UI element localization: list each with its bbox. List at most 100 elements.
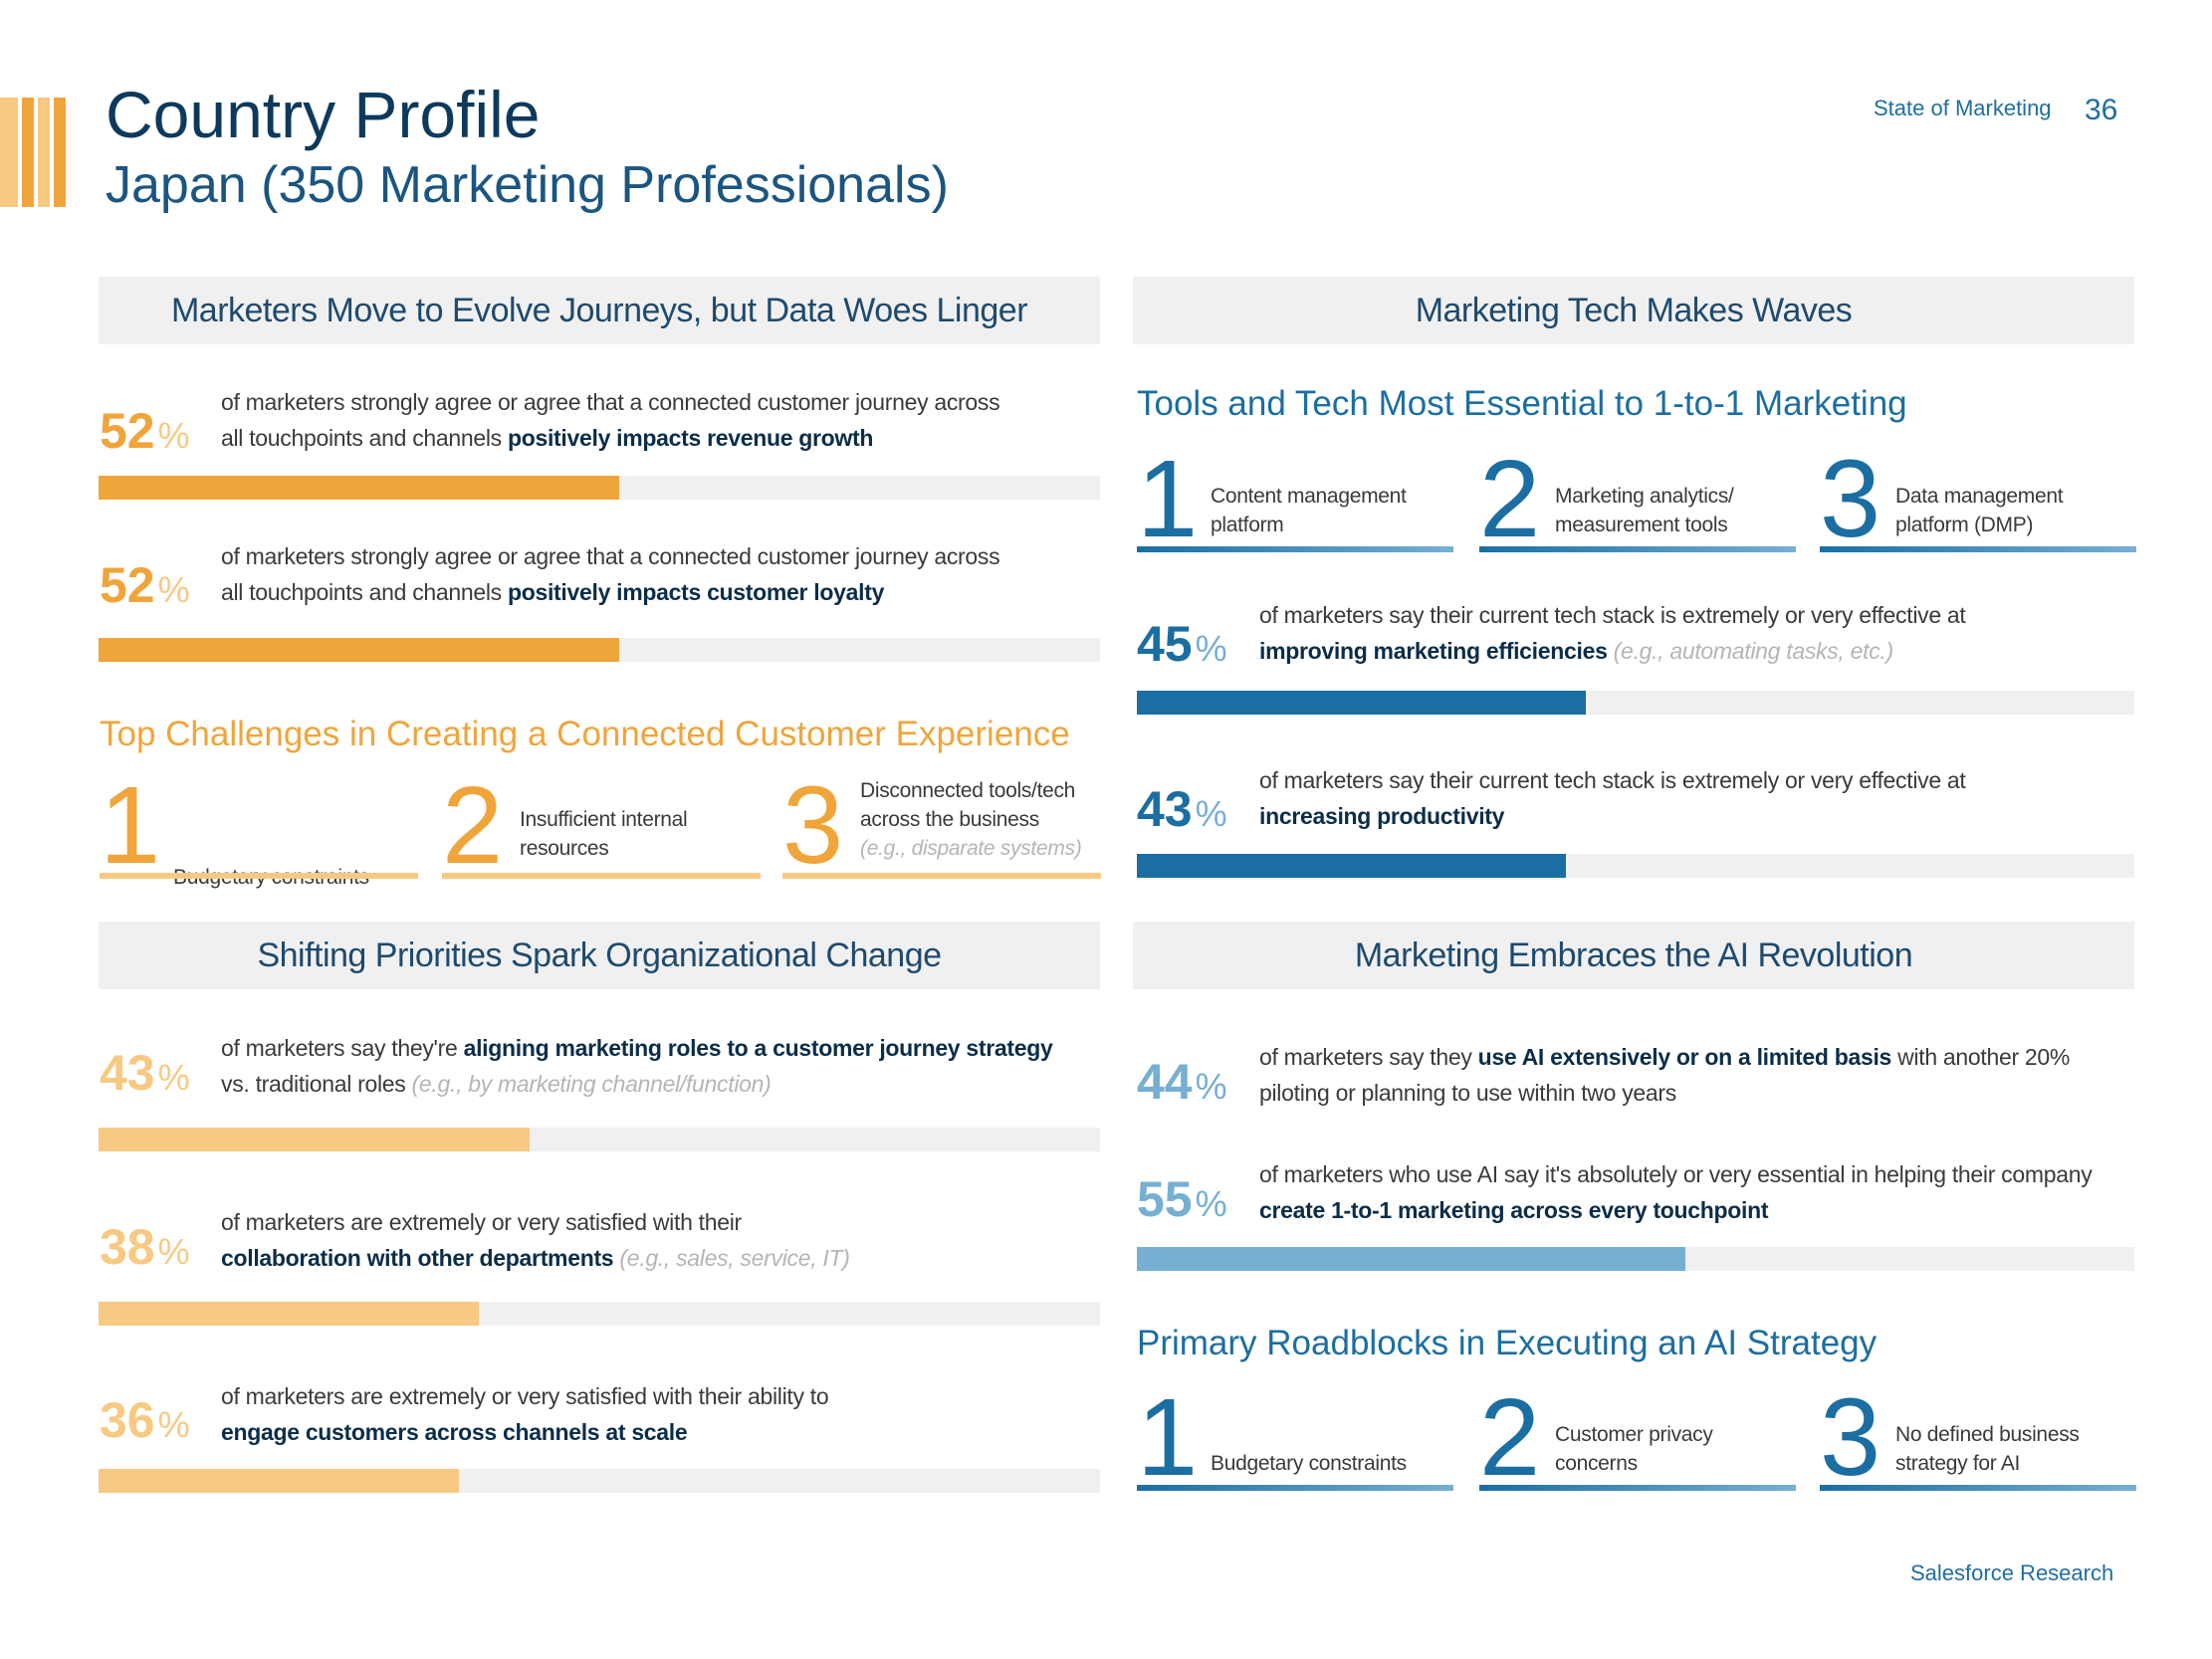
rank-number: 2	[1479, 1376, 1541, 1499]
stat-percent: 45%	[1137, 616, 1227, 672]
stat-line: engage customers across channels at scal…	[221, 1414, 828, 1450]
stat-plain: all touchpoints and channels	[221, 425, 508, 451]
stat-emphasis: increasing productivity	[1259, 803, 1505, 829]
stat-line: of marketers say their current tech stac…	[1259, 602, 1966, 628]
rank-number: 3	[782, 764, 844, 887]
stat-note: (e.g., automating tasks, etc.)	[1613, 638, 1893, 664]
progress-track	[99, 1469, 1100, 1493]
stat-text: of marketers are extremely or very satis…	[221, 1204, 850, 1276]
stat-percent: 43%	[100, 1045, 190, 1101]
section-band-journeys: Marketers Move to Evolve Journeys, but D…	[99, 277, 1100, 344]
tool-item: 1 Content management platform	[1137, 445, 1453, 556]
stat-value: 38	[100, 1219, 155, 1275]
page-title: Country Profile	[106, 78, 541, 151]
stat-emphasis: improving marketing efficiencies	[1259, 638, 1608, 664]
rank-line-2: platform	[1211, 514, 1284, 536]
tool-item: 2 Marketing analytics/ measurement tools	[1479, 445, 1796, 556]
header-stripe-3	[38, 98, 50, 207]
progress-fill	[99, 476, 620, 500]
rank-label: Marketing analytics/ measurement tools	[1555, 482, 1734, 539]
stat-emphasis: use AI extensively or on a limited basis	[1477, 1044, 1892, 1070]
stat-text: of marketers strongly agree or agree tha…	[221, 384, 1000, 456]
header-stripe-1	[0, 98, 18, 207]
stat-percent: 55%	[1137, 1171, 1227, 1227]
roadblock-item: 3 No defined business strategy for AI	[1820, 1383, 2136, 1495]
stat-text: of marketers say they're aligning market…	[221, 1030, 1053, 1102]
rank-line-1	[173, 834, 369, 863]
rank-label: Insufficient internal resources	[520, 805, 688, 863]
roadblock-item: 1 Budgetary constraints	[1137, 1383, 1453, 1495]
rank-label: Data management platform (DMP)	[1895, 482, 2064, 539]
stat-line: of marketers who use AI say it's absolut…	[1259, 1161, 2093, 1187]
stat-text: of marketers say their current tech stac…	[1259, 597, 1966, 669]
stat-line: of marketers strongly agree or agree tha…	[221, 389, 1000, 415]
rank-line-1: Insufficient internal	[520, 808, 688, 831]
running-head: State of Marketing	[1874, 96, 2052, 120]
challenge-item: 1 Budgetary constraints	[100, 764, 418, 889]
stat-value: 52	[100, 403, 155, 459]
footer-brand: Salesforce Research	[1910, 1560, 2114, 1585]
progress-track	[99, 1128, 1100, 1151]
stat-value: 43	[100, 1045, 155, 1101]
rank-underline	[100, 873, 418, 879]
stat-plain: all touchpoints and channels	[221, 579, 508, 605]
rank-line-2: measurement tools	[1555, 514, 1728, 536]
stat-percent: 52%	[100, 557, 190, 613]
rank-underline	[1479, 1485, 1796, 1491]
page-subtitle: Japan (350 Marketing Professionals)	[106, 156, 949, 214]
stat-line: all touchpoints and channels positively …	[221, 420, 999, 456]
challenge-item: 3 Disconnected tools/tech across the bus…	[782, 771, 1101, 883]
stat-emphasis: engage customers across channels at scal…	[221, 1419, 688, 1445]
rank-line-1: Content management	[1211, 485, 1407, 508]
rank-line-2: concerns	[1555, 1452, 1638, 1475]
stat-text: of marketers strongly agree or agree tha…	[221, 538, 1000, 610]
stat-line: all touchpoints and channels positively …	[221, 574, 999, 610]
stat-value: 43	[1137, 781, 1193, 837]
stat-emphasis: collaboration with other departments	[221, 1245, 614, 1271]
rank-underline	[442, 873, 761, 879]
rank-note: (e.g., disparate systems)	[860, 837, 1082, 860]
rank-number: 1	[1137, 438, 1199, 560]
rank-underline	[782, 873, 1101, 879]
progress-fill	[1137, 854, 1566, 878]
rank-number: 1	[1137, 1376, 1199, 1499]
rank-line-1: Customer privacy	[1555, 1423, 1713, 1446]
rank-label: Content management platform	[1211, 482, 1407, 539]
tool-item: 3 Data management platform (DMP)	[1820, 445, 2136, 556]
progress-fill	[1137, 691, 1586, 715]
stat-line: piloting or planning to use within two y…	[1259, 1080, 1676, 1106]
rank-line-2: resources	[520, 837, 609, 860]
rank-underline	[1820, 546, 2136, 552]
stat-emphasis: positively impacts customer loyalty	[507, 579, 885, 605]
stat-value: 44	[1137, 1054, 1193, 1110]
section-title: Marketers Move to Evolve Journeys, but D…	[170, 291, 1028, 329]
stat-note: (e.g., sales, service, IT)	[619, 1245, 850, 1271]
rank-line-1: Marketing analytics/	[1555, 485, 1734, 508]
progress-track	[1137, 854, 2134, 878]
roadblocks-title: Primary Roadblocks in Executing an AI St…	[1137, 1324, 1878, 1362]
stat-tail: with another 20%	[1891, 1044, 2071, 1070]
progress-track	[99, 638, 1100, 662]
stat-text: of marketers say their current tech stac…	[1259, 762, 1966, 834]
stat-line: of marketers are extremely or very satis…	[221, 1209, 742, 1235]
stat-value: 45	[1137, 616, 1193, 672]
rank-label: Customer privacy concerns	[1555, 1420, 1713, 1478]
stat-line: create 1-to-1 marketing across every tou…	[1259, 1192, 2092, 1228]
stat-value: 52	[100, 557, 155, 613]
rank-line-2: Budgetary constraints	[1211, 1452, 1407, 1475]
progress-fill	[99, 638, 620, 662]
rank-number: 1	[100, 764, 161, 887]
rank-label: Budgetary constraints	[173, 834, 369, 892]
rank-underline	[1137, 546, 1453, 552]
rank-line-1: No defined business	[1895, 1423, 2080, 1446]
section-band-ai: Marketing Embraces the AI Revolution	[1133, 922, 2134, 989]
section-band-org-change: Shifting Priorities Spark Organizational…	[99, 922, 1100, 989]
stat-line: collaboration with other departments (e.…	[221, 1240, 850, 1276]
stat-line: of marketers say their current tech stac…	[1259, 767, 1966, 793]
stat-value: 55	[1137, 1171, 1193, 1227]
rank-number: 2	[442, 764, 504, 887]
rank-line-2: across the business	[860, 808, 1039, 831]
stat-text: of marketers who use AI say it's absolut…	[1259, 1156, 2093, 1228]
stat-value: 36	[100, 1392, 155, 1448]
stat-emphasis: aligning marketing roles to a customer j…	[463, 1035, 1053, 1061]
